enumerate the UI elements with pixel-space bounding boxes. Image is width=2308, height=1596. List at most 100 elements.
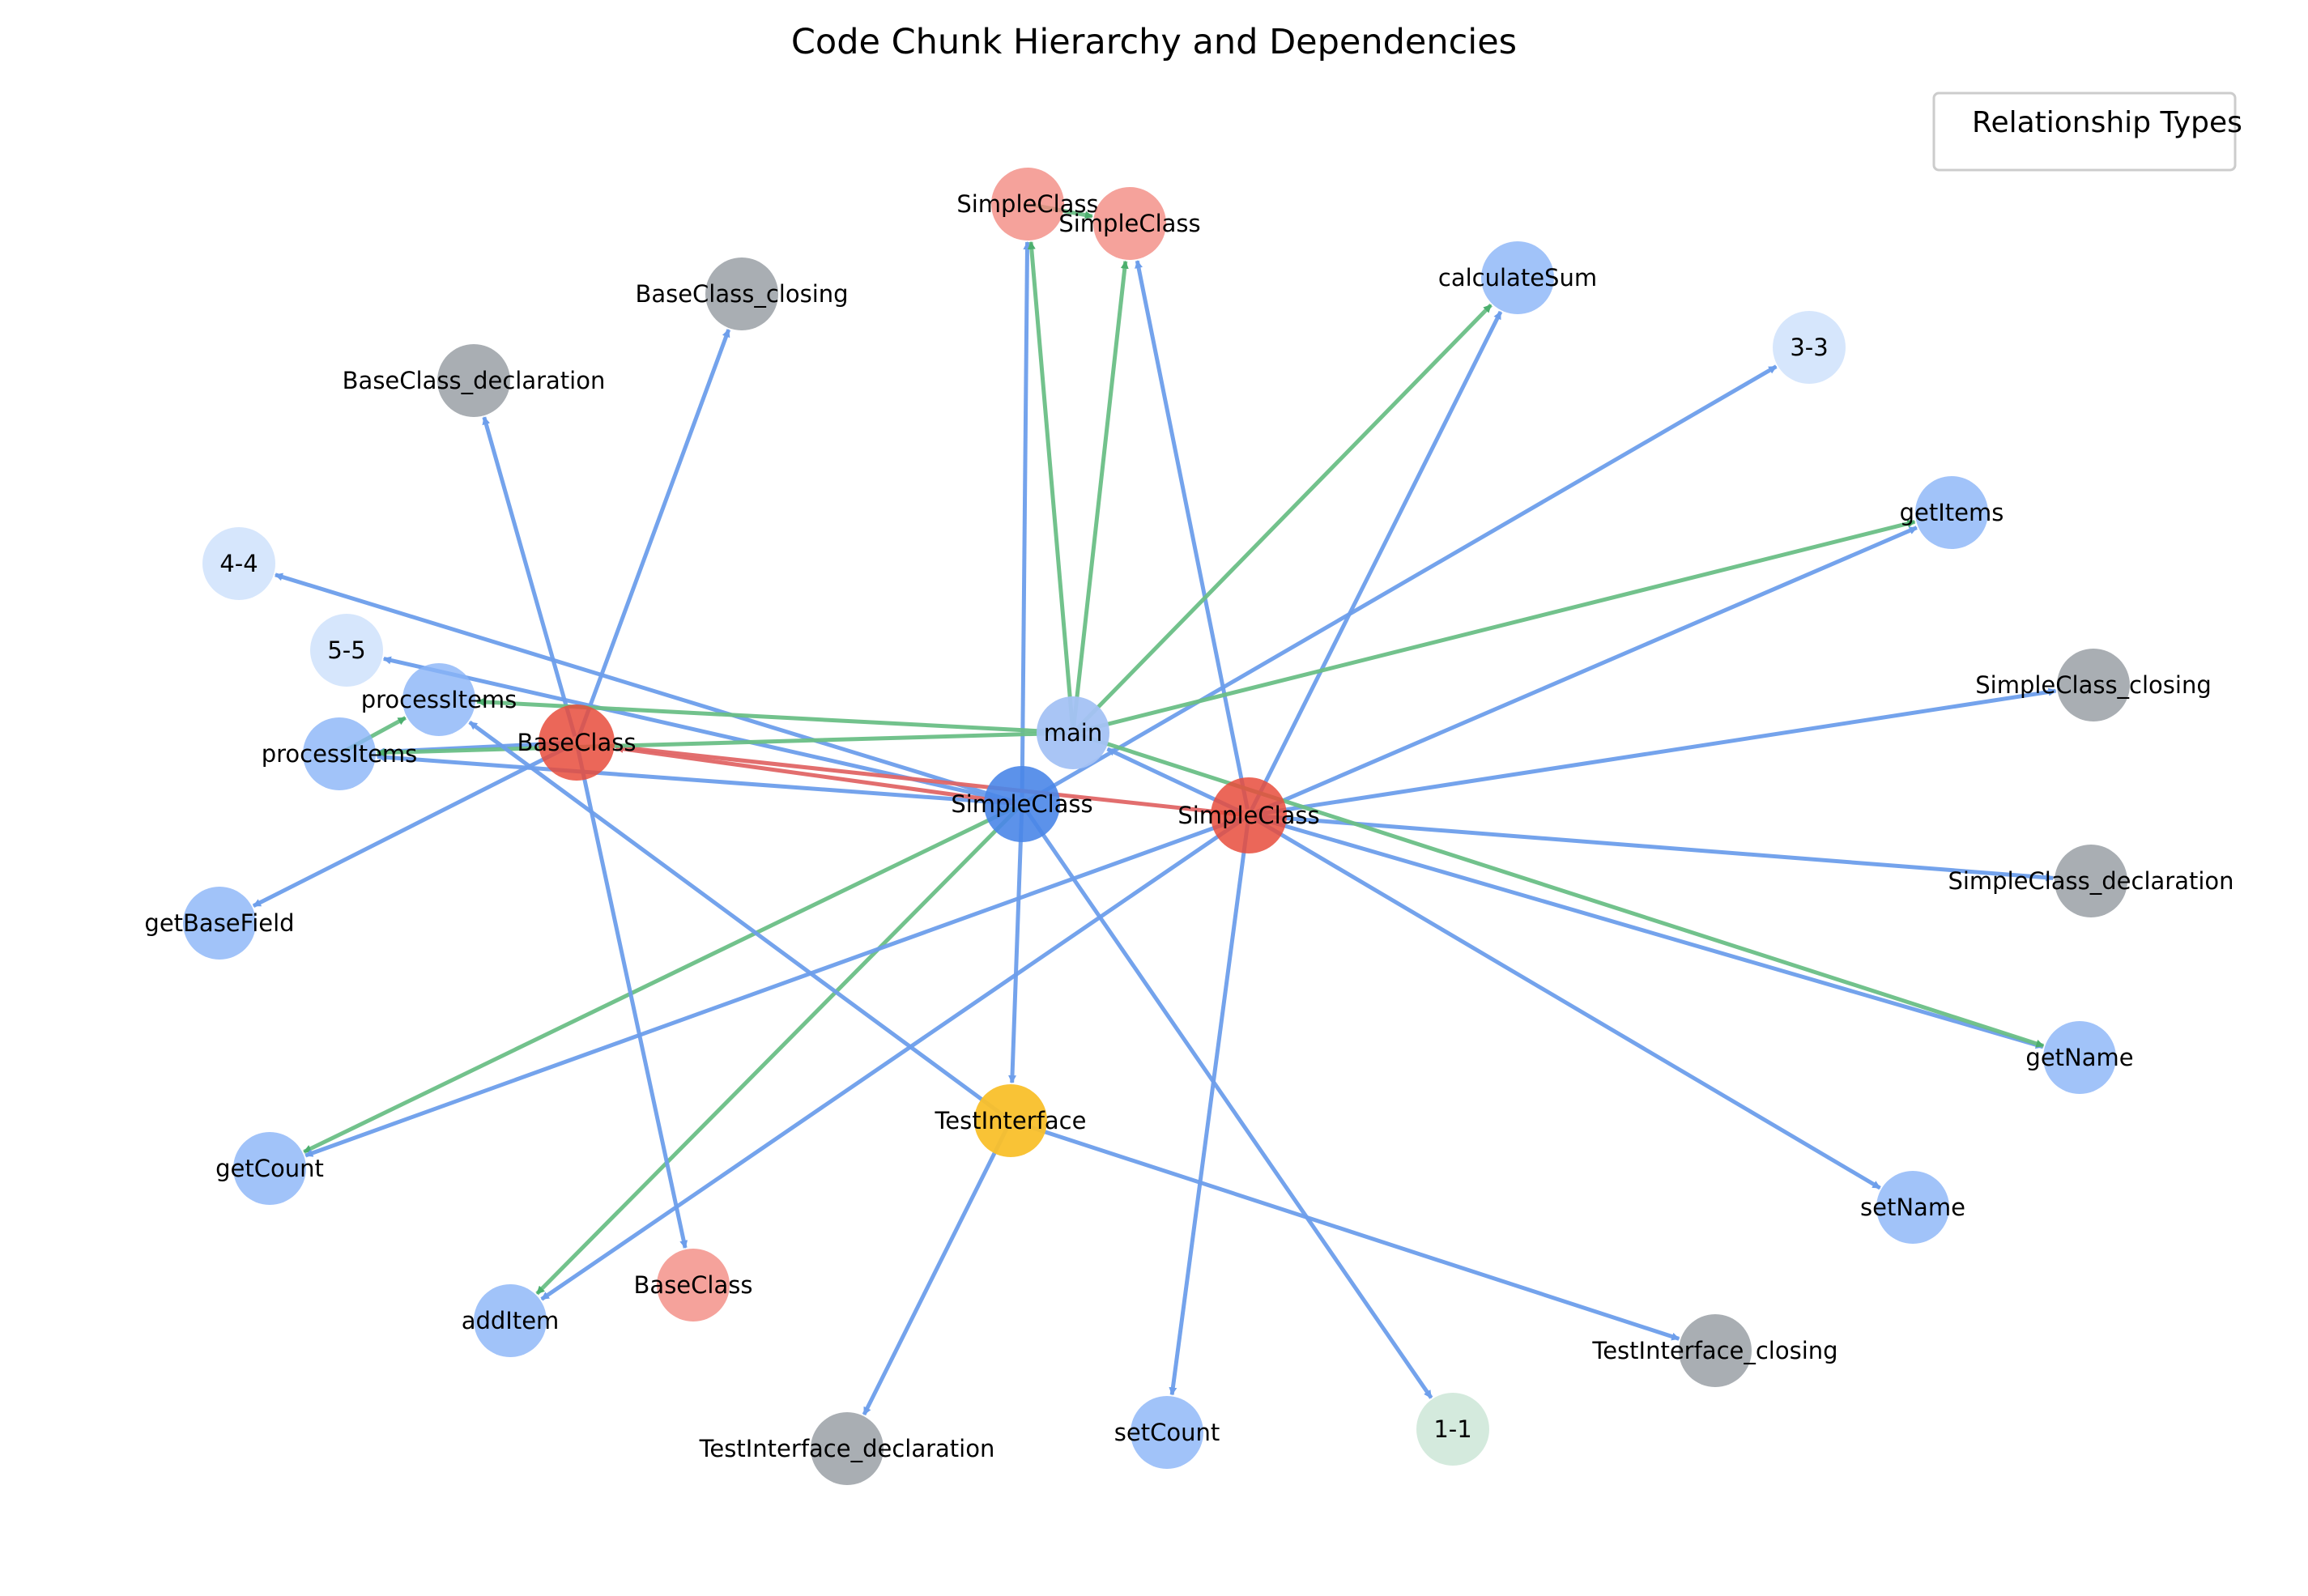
node-label-baseclass_declaration: BaseClass_declaration xyxy=(343,367,606,394)
node-calculatesum[interactable]: calculateSum xyxy=(1438,241,1597,314)
edge-red-simpleclass_main-to-baseclass_red xyxy=(615,744,1016,806)
node-circle-testinterface_declaration[interactable] xyxy=(811,1412,884,1485)
node-n55[interactable]: 5-5 xyxy=(310,614,383,687)
node-circle-baseclass_red[interactable] xyxy=(539,704,615,781)
node-getitems[interactable]: getItems xyxy=(1900,476,2004,549)
node-label-n11: 1-1 xyxy=(1433,1415,1471,1443)
edge-blue-simpleclass_main-to-simpleclass_top1 xyxy=(1020,240,1032,798)
node-circle-simpleclass_red[interactable] xyxy=(1211,777,1287,853)
node-n44[interactable]: 4-4 xyxy=(202,527,275,600)
node-label-simpleclass_red: SimpleClass xyxy=(1177,802,1319,829)
edge-red-simpleclass_red-to-baseclass_red xyxy=(615,743,1243,817)
edge-blue-baseclass_red-to-baseclass_declaration xyxy=(482,416,577,737)
node-label-processitems2: processItems xyxy=(262,740,418,768)
node-circle-simpleclass_closing[interactable] xyxy=(2057,649,2130,721)
node-circle-n44[interactable] xyxy=(202,527,275,600)
node-setcount[interactable]: setCount xyxy=(1114,1396,1220,1469)
node-label-main: main xyxy=(1044,719,1102,747)
node-simpleclass_closing[interactable]: SimpleClass_closing xyxy=(1975,649,2212,721)
node-circle-getitems[interactable] xyxy=(1915,476,1988,549)
node-label-testinterface: TestInterface xyxy=(935,1107,1087,1134)
node-circle-setcount[interactable] xyxy=(1131,1396,1203,1469)
node-testinterface_closing[interactable]: TestInterface_closing xyxy=(1591,1314,1838,1387)
node-baseclass_pink[interactable]: BaseClass xyxy=(634,1249,753,1321)
node-circle-getcount[interactable] xyxy=(233,1132,306,1205)
node-testinterface_declaration[interactable]: TestInterface_declaration xyxy=(699,1412,995,1485)
edge-blue-simpleclass_main-to-processitems2 xyxy=(376,753,1016,806)
node-circle-baseclass_pink[interactable] xyxy=(657,1249,730,1321)
node-circle-n55[interactable] xyxy=(310,614,383,687)
edge-green-main-to-calculatesum xyxy=(1075,303,1493,730)
node-simpleclass_top1[interactable]: SimpleClass xyxy=(956,168,1099,240)
node-n11[interactable]: 1-1 xyxy=(1416,1393,1489,1466)
legend-title: Relationship Types xyxy=(1972,106,2242,139)
node-circle-processitems1[interactable] xyxy=(402,663,475,736)
edge-blue-simpleclass_red-to-calculatesum xyxy=(1250,310,1503,811)
node-circle-getbasefield[interactable] xyxy=(183,887,256,960)
node-baseclass_red[interactable]: BaseClass xyxy=(517,704,637,781)
edge-blue-testinterface-to-testinterface_closing xyxy=(1016,1121,1680,1341)
node-circle-simpleclass_top2[interactable] xyxy=(1093,187,1166,260)
node-simpleclass_top2[interactable]: SimpleClass xyxy=(1058,187,1201,260)
edge-blue-simpleclass_main-to-testinterface xyxy=(1008,810,1024,1084)
node-label-getname: getName xyxy=(2025,1044,2133,1071)
node-circle-testinterface[interactable] xyxy=(974,1084,1047,1157)
node-baseclass_declaration[interactable]: BaseClass_declaration xyxy=(343,344,606,417)
node-circle-n33[interactable] xyxy=(1773,311,1846,384)
node-circle-simpleclass_main[interactable] xyxy=(984,766,1060,842)
node-circle-baseclass_declaration[interactable] xyxy=(437,344,510,417)
node-getbasefield[interactable]: getBaseField xyxy=(144,887,295,960)
node-processitems1[interactable]: processItems xyxy=(361,663,517,736)
legend-box xyxy=(1932,92,2237,172)
edge-green-main-to-simpleclass_top2 xyxy=(1071,260,1129,727)
edge-blue-baseclass_red-to-baseclass_closing xyxy=(577,329,731,738)
node-circle-n11[interactable] xyxy=(1416,1393,1489,1466)
node-label-simpleclass_top2: SimpleClass xyxy=(1058,210,1200,237)
edge-blue-simpleclass_red-to-getcount xyxy=(304,815,1244,1158)
edge-blue-baseclass_red-to-baseclass_pink xyxy=(576,748,688,1249)
node-n33[interactable]: 3-3 xyxy=(1773,311,1846,384)
edge-blue-simpleclass_red-to-getitems xyxy=(1254,526,1918,815)
node-testinterface[interactable]: TestInterface xyxy=(935,1084,1087,1157)
node-circle-setname[interactable] xyxy=(1876,1171,1949,1244)
edge-blue-baseclass_red-to-getbasefield xyxy=(252,743,572,909)
node-main[interactable]: main xyxy=(1037,696,1109,769)
edge-green-main-to-getitems xyxy=(1079,519,1916,734)
edge-green-main-to-processitems2 xyxy=(376,730,1067,757)
edge-blue-testinterface-to-testinterface_declaration xyxy=(862,1126,1010,1416)
node-circle-testinterface_closing[interactable] xyxy=(1679,1314,1752,1387)
node-processitems2[interactable]: processItems xyxy=(262,717,418,790)
edge-green-simpleclass_main-to-additem xyxy=(535,807,1020,1296)
node-circle-processitems2[interactable] xyxy=(303,717,376,790)
node-label-processitems1: processItems xyxy=(361,686,517,713)
node-simpleclass_red[interactable]: SimpleClass xyxy=(1177,777,1320,853)
node-simpleclass_main[interactable]: SimpleClass xyxy=(951,766,1093,842)
edge-blue-simpleclass_red-to-setname xyxy=(1253,816,1881,1190)
node-circle-simpleclass_top1[interactable] xyxy=(991,168,1064,240)
node-getname[interactable]: getName xyxy=(2025,1021,2134,1094)
node-circle-main[interactable] xyxy=(1037,696,1109,769)
node-additem[interactable]: addItem xyxy=(462,1284,560,1357)
node-label-setcount: setCount xyxy=(1114,1419,1220,1446)
edge-blue-simpleclass_red-to-simpleclass_declaration xyxy=(1254,814,2055,882)
node-label-simpleclass_top1: SimpleClass xyxy=(956,190,1098,218)
node-label-calculatesum: calculateSum xyxy=(1438,264,1597,292)
edge-blue-testinterface-to-processitems1 xyxy=(468,720,1007,1119)
edge-green-main-to-simpleclass_top1 xyxy=(1027,240,1075,727)
node-label-getitems: getItems xyxy=(1900,499,2004,526)
node-baseclass_closing[interactable]: BaseClass_closing xyxy=(635,257,849,330)
edge-green-simpleclass_main-to-getcount xyxy=(303,805,1017,1154)
edge-blue-simpleclass_main-to-n44 xyxy=(274,572,1017,805)
node-label-baseclass_closing: BaseClass_closing xyxy=(635,280,848,308)
node-circle-additem[interactable] xyxy=(474,1284,547,1357)
node-circle-baseclass_closing[interactable] xyxy=(705,257,778,330)
node-simpleclass_declaration[interactable]: SimpleClass_declaration xyxy=(1948,845,2234,917)
node-circle-simpleclass_declaration[interactable] xyxy=(2055,845,2127,917)
node-label-setname: setName xyxy=(1860,1194,1965,1221)
node-setname[interactable]: setName xyxy=(1860,1171,1965,1244)
node-circle-calculatesum[interactable] xyxy=(1481,241,1554,314)
node-circle-getname[interactable] xyxy=(2043,1021,2116,1094)
node-label-testinterface_closing: TestInterface_closing xyxy=(1591,1337,1837,1364)
node-getcount[interactable]: getCount xyxy=(215,1132,324,1205)
